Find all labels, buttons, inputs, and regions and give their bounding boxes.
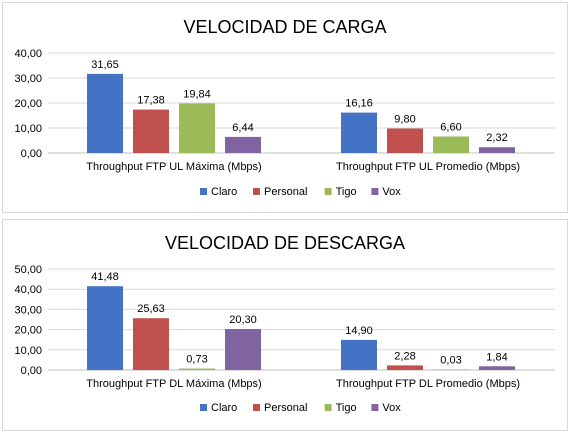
bar-0-personal-0 <box>133 109 169 153</box>
data-label-1-personal-0: 25,63 <box>137 303 165 315</box>
legend-swatch-0-tigo <box>324 188 332 195</box>
y-tick-label-1-0: 0,00 <box>21 365 42 377</box>
bar-0-tigo-0 <box>179 103 215 153</box>
y-tick-label-1-4: 40,00 <box>14 284 42 296</box>
y-tick-label-0-0: 0,00 <box>21 148 42 160</box>
y-tick-label-0-4: 40,00 <box>14 48 42 60</box>
legend-label-1-tigo: Tigo <box>336 402 357 414</box>
bar-0-tigo-1 <box>433 136 469 153</box>
legend-swatch-1-tigo <box>324 404 332 411</box>
bar-0-personal-1 <box>387 128 423 153</box>
y-tick-label-0-1: 10,00 <box>14 123 42 135</box>
bar-0-vox-0 <box>225 136 261 153</box>
bar-0-claro-1 <box>341 112 377 153</box>
legend-label-0-claro: Claro <box>211 186 237 198</box>
category-label-0-0: Throughput FTP UL Máxima (Mbps) <box>86 161 261 173</box>
chart-title-download: VELOCIDAD DE DESCARGA <box>165 233 405 253</box>
bar-1-personal-1 <box>387 365 423 370</box>
data-label-0-vox-1: 2,32 <box>486 132 507 144</box>
data-label-1-claro-0: 41,48 <box>91 271 119 283</box>
data-label-0-tigo-0: 19,84 <box>183 88 211 100</box>
y-tick-label-1-5: 50,00 <box>14 264 42 276</box>
legend-label-1-personal: Personal <box>264 402 307 414</box>
y-tick-label-1-3: 30,00 <box>14 304 42 316</box>
legend-swatch-0-claro <box>200 188 207 195</box>
legend-label-0-tigo: Tigo <box>336 186 357 198</box>
data-label-0-claro-0: 31,65 <box>91 59 119 71</box>
bar-1-vox-0 <box>225 328 261 370</box>
legend-label-1-vox: Vox <box>382 402 401 414</box>
data-label-1-tigo-1: 0,03 <box>440 354 461 366</box>
bar-1-claro-0 <box>87 286 123 370</box>
data-label-1-vox-1: 1,84 <box>486 351 507 363</box>
y-tick-label-1-2: 20,00 <box>14 325 42 337</box>
legend-swatch-1-personal <box>253 404 260 411</box>
data-label-0-vox-0: 6,44 <box>232 122 253 134</box>
bar-0-vox-1 <box>479 147 515 153</box>
bar-1-personal-0 <box>133 318 169 370</box>
chart-title-upload: VELOCIDAD DE CARGA <box>183 17 386 37</box>
legend-label-0-vox: Vox <box>382 186 401 198</box>
data-label-0-personal-0: 17,38 <box>137 95 165 107</box>
legend-label-1-claro: Claro <box>211 402 237 414</box>
category-label-1-1: Throughput FTP DL Promedio (Mbps) <box>336 378 520 390</box>
data-label-0-claro-1: 16,16 <box>345 98 373 110</box>
legend-label-0-personal: Personal <box>264 186 307 198</box>
y-tick-label-1-1: 10,00 <box>14 345 42 357</box>
bar-0-claro-0 <box>87 73 123 153</box>
bar-1-tigo-1 <box>433 369 469 370</box>
category-label-1-0: Throughput FTP DL Máxima (Mbps) <box>86 378 261 390</box>
data-label-0-personal-1: 9,80 <box>394 114 415 126</box>
bar-1-tigo-0 <box>179 368 215 370</box>
bar-1-vox-1 <box>479 366 515 370</box>
category-label-0-1: Throughput FTP UL Promedio (Mbps) <box>336 161 520 173</box>
data-label-0-tigo-1: 6,60 <box>440 122 461 134</box>
bar-1-claro-1 <box>341 339 377 370</box>
data-label-1-tigo-0: 0,73 <box>186 354 207 366</box>
data-label-1-personal-1: 2,28 <box>394 350 415 362</box>
legend-swatch-1-vox <box>371 404 379 411</box>
data-label-1-claro-1: 14,90 <box>345 325 373 337</box>
y-tick-label-0-3: 30,00 <box>14 73 42 85</box>
legend-swatch-0-personal <box>253 188 260 195</box>
y-tick-label-0-2: 20,00 <box>14 98 42 110</box>
legend-swatch-0-vox <box>371 188 379 195</box>
data-label-1-vox-0: 20,30 <box>229 314 257 326</box>
legend-swatch-1-claro <box>200 404 207 411</box>
